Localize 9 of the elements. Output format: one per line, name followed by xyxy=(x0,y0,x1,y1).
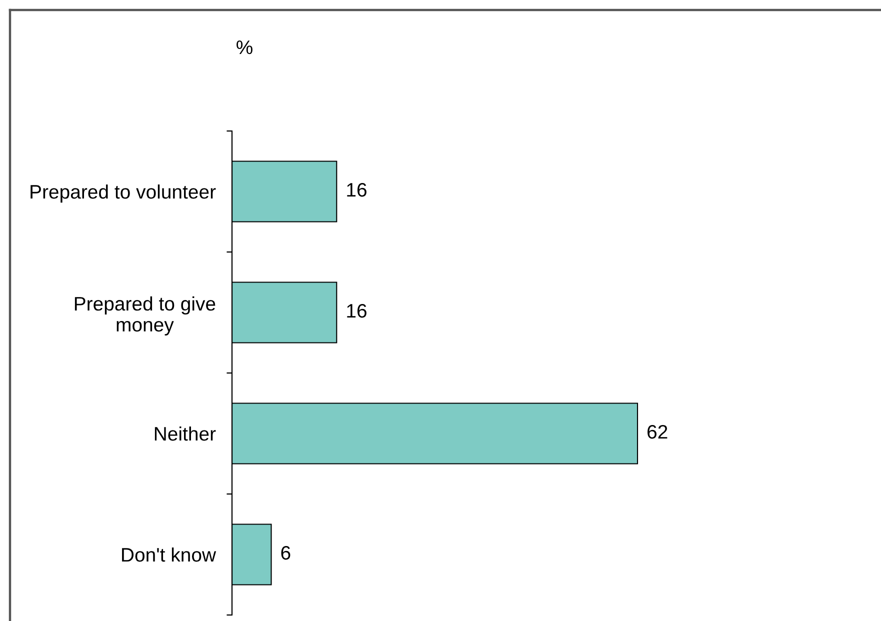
data-label: 62 xyxy=(648,424,668,439)
data-label: 6 xyxy=(281,546,290,560)
data-label: 16 xyxy=(347,304,366,318)
x-axis-title: % xyxy=(236,40,252,54)
y-tick-label: Prepared to volunteer xyxy=(30,184,216,203)
y-tick-label: Prepared to give money xyxy=(74,296,216,336)
y-tick-label: Neither xyxy=(154,426,216,441)
y-tick-label: Don't know xyxy=(122,547,216,562)
data-label: 16 xyxy=(347,182,366,197)
